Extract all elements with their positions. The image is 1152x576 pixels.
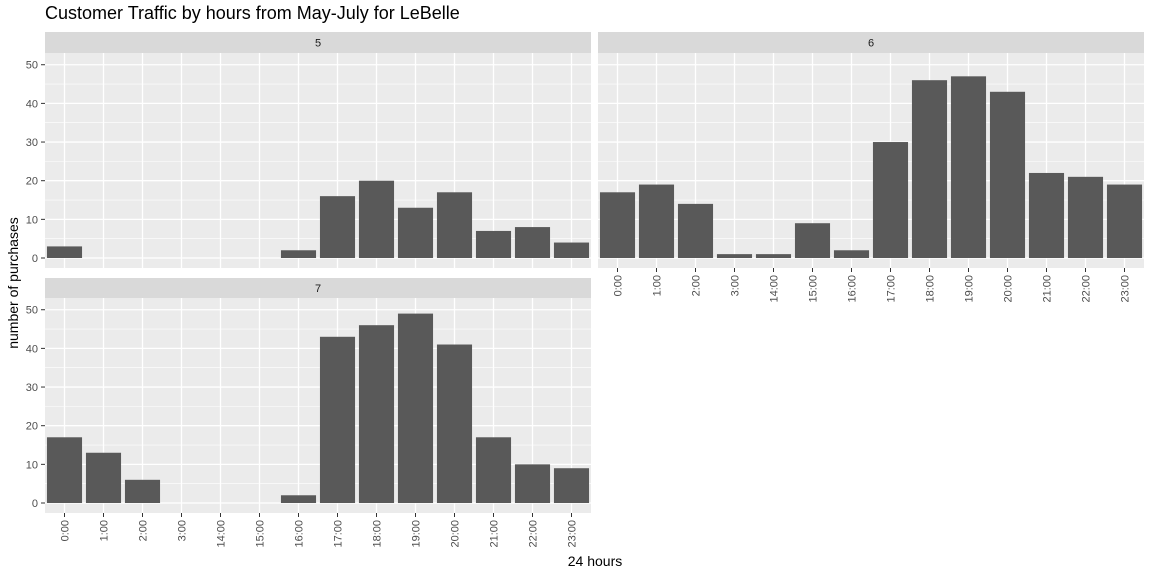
y-tick-label: 10 xyxy=(26,214,38,226)
x-tick-label: 14:00 xyxy=(769,275,781,303)
bar xyxy=(553,468,590,503)
bar xyxy=(514,227,551,258)
x-tick-label: 18:00 xyxy=(925,275,937,303)
facet-strip xyxy=(45,278,591,298)
x-tick-label: 3:00 xyxy=(177,520,189,541)
bar xyxy=(319,336,356,503)
y-tick-label: 30 xyxy=(26,382,38,394)
y-tick-label: 10 xyxy=(26,459,38,471)
bar xyxy=(872,142,909,258)
x-tick-label: 18:00 xyxy=(372,520,384,548)
facet-strip xyxy=(598,32,1144,53)
bar xyxy=(319,196,356,258)
x-tick-label: 1:00 xyxy=(99,520,111,541)
x-tick-label: 14:00 xyxy=(216,520,228,548)
y-tick-label: 50 xyxy=(26,305,38,317)
x-tick-label: 2:00 xyxy=(691,275,703,296)
x-tick-label: 1:00 xyxy=(652,275,664,296)
facet-strip-label: 7 xyxy=(315,283,321,295)
chart-title: Customer Traffic by hours from May-July … xyxy=(45,3,460,23)
x-tick-label: 20:00 xyxy=(1003,275,1015,303)
y-tick-label: 30 xyxy=(26,137,38,149)
x-tick-label: 16:00 xyxy=(847,275,859,303)
x-tick-label: 15:00 xyxy=(255,520,267,548)
x-tick-label: 17:00 xyxy=(333,520,345,548)
bar xyxy=(638,184,675,258)
bar xyxy=(475,437,512,503)
bar xyxy=(1028,172,1065,258)
x-tick-label: 16:00 xyxy=(294,520,306,548)
x-tick-label: 21:00 xyxy=(1042,275,1054,303)
x-axis-label: 24 hours xyxy=(567,553,623,569)
y-tick-label: 40 xyxy=(26,98,38,110)
y-tick-label: 0 xyxy=(32,498,38,510)
x-tick-label: 23:00 xyxy=(1120,275,1132,303)
bar xyxy=(124,479,161,503)
facet-strip xyxy=(45,32,591,53)
bar xyxy=(989,91,1026,259)
y-tick-label: 20 xyxy=(26,176,38,188)
x-tick-label: 22:00 xyxy=(1081,275,1093,303)
panel-month-7: 7 0 10 20 30 40 50 0:00 1:00 2:00 3:00 14:00 15:00 16… xyxy=(26,278,591,548)
x-tick-label: 2:00 xyxy=(138,520,150,541)
bar xyxy=(397,207,434,258)
bar xyxy=(833,250,870,258)
bar xyxy=(436,344,473,503)
x-tick-label: 19:00 xyxy=(411,520,423,548)
bar xyxy=(358,180,395,258)
x-tick-label: 21:00 xyxy=(489,520,501,548)
x-tick-label: 17:00 xyxy=(886,275,898,303)
bar xyxy=(475,230,512,258)
bar xyxy=(280,495,317,503)
bar xyxy=(397,313,434,503)
bar xyxy=(436,192,473,258)
bar xyxy=(358,325,395,503)
bar xyxy=(677,203,714,258)
x-tick-label: 0:00 xyxy=(613,275,625,296)
bar xyxy=(85,452,122,503)
bar xyxy=(794,223,831,258)
bar xyxy=(911,80,948,258)
bar xyxy=(280,250,317,258)
x-tick-label: 15:00 xyxy=(808,275,820,303)
panel-month-6: 6 0:00 1:00 2:00 3:00 14:00 15:00 16:00 17:00 18:… xyxy=(598,32,1144,303)
y-tick-label: 20 xyxy=(26,421,38,433)
bar xyxy=(553,242,590,258)
x-tick-label: 19:00 xyxy=(964,275,976,303)
bar xyxy=(46,246,83,258)
bar xyxy=(599,192,636,258)
x-tick-label: 3:00 xyxy=(730,275,742,296)
bar xyxy=(514,464,551,503)
x-tick-label: 20:00 xyxy=(450,520,462,548)
x-tick-label: 22:00 xyxy=(528,520,540,548)
bar xyxy=(716,254,753,258)
bar xyxy=(950,76,987,258)
bar xyxy=(1106,184,1143,258)
bar xyxy=(1067,176,1104,258)
bar xyxy=(755,254,792,258)
facet-strip-label: 6 xyxy=(868,38,874,50)
y-tick-label: 50 xyxy=(26,60,38,72)
bar xyxy=(46,437,83,503)
facet-strip-label: 5 xyxy=(315,38,321,50)
x-tick-label: 23:00 xyxy=(567,520,579,548)
x-tick-label: 0:00 xyxy=(60,520,72,541)
y-tick-label: 40 xyxy=(26,343,38,355)
y-tick-label: 0 xyxy=(32,253,38,265)
